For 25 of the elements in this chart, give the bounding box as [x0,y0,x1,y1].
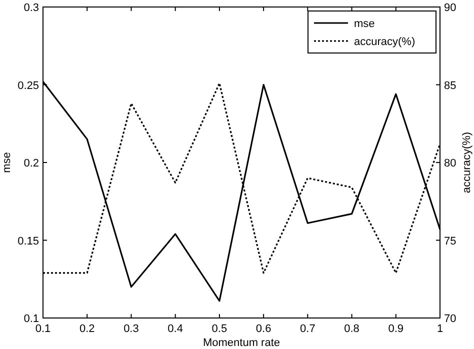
legend-label: accuracy(%) [354,36,416,48]
x-tick-label: 0.2 [79,323,95,335]
y-tick-label: 0.15 [18,235,39,248]
y2-axis-title: accuracy(%) [461,132,473,194]
y2-tick-label: 80 [444,158,456,170]
x-tick-label: 0.8 [344,323,360,335]
x-tick-label: 0.4 [168,323,183,335]
x-tick-label: 0.9 [388,323,404,335]
y2-tick-label: 85 [444,80,456,92]
y2-tick-label: 70 [444,313,456,325]
y-axis-title: mse [1,152,13,173]
x-axis-title: Momentum rate [202,337,280,349]
x-tick-label: 0.1 [35,323,51,335]
x-tick-label: 0.6 [256,323,272,335]
x-tick-label: 1 [436,323,444,335]
legend-label: mse [354,18,375,30]
y-tick-label: 0.3 [24,2,39,14]
x-tick-label: 0.3 [124,323,139,335]
y-tick-label: 0.25 [18,80,39,92]
x-tick-label: 0.7 [300,323,316,335]
x-tick-label: 0.5 [212,323,228,335]
y2-tick-label: 75 [444,235,456,248]
y-tick-label: 0.1 [24,313,39,325]
y2-tick-label: 90 [444,2,456,14]
y-tick-label: 0.2 [24,158,39,170]
